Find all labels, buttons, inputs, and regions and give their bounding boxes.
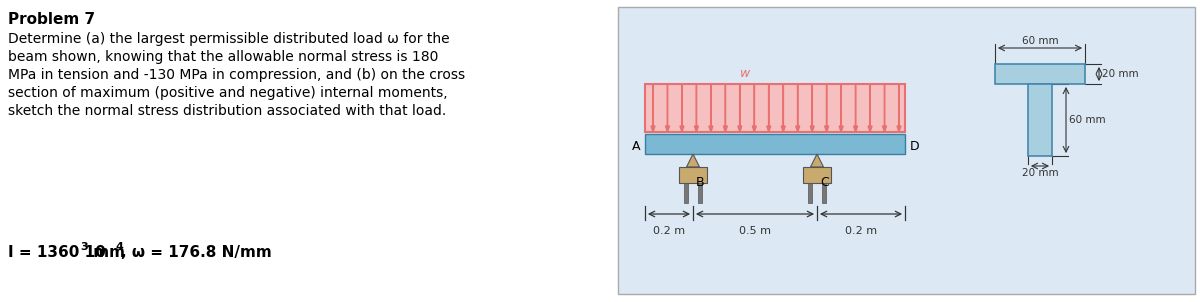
Bar <box>1028 84 1052 156</box>
Text: sketch the normal stress distribution associated with that load.: sketch the normal stress distribution as… <box>8 104 446 118</box>
Bar <box>698 183 702 203</box>
Text: 20 mm: 20 mm <box>1102 69 1139 79</box>
Text: 60 mm: 60 mm <box>1069 115 1105 125</box>
FancyArrow shape <box>796 84 799 132</box>
Text: mm: mm <box>88 245 125 260</box>
FancyArrow shape <box>650 84 655 132</box>
Text: beam shown, knowing that the allowable normal stress is 180: beam shown, knowing that the allowable n… <box>8 50 438 64</box>
Bar <box>679 167 707 183</box>
Text: Problem 7: Problem 7 <box>8 12 95 27</box>
FancyArrow shape <box>738 84 742 132</box>
Bar <box>618 7 1195 294</box>
Polygon shape <box>686 154 700 167</box>
FancyArrow shape <box>853 84 858 132</box>
Text: 4: 4 <box>115 242 122 252</box>
Bar <box>803 167 830 183</box>
Text: 0.2 m: 0.2 m <box>653 226 685 236</box>
FancyArrow shape <box>868 84 872 132</box>
FancyArrow shape <box>839 84 844 132</box>
FancyArrow shape <box>882 84 887 132</box>
Bar <box>646 134 905 154</box>
FancyArrow shape <box>824 84 829 132</box>
Text: section of maximum (positive and negative) internal moments,: section of maximum (positive and negativ… <box>8 86 448 100</box>
FancyArrow shape <box>680 84 684 132</box>
Text: 0.2 m: 0.2 m <box>845 226 877 236</box>
Bar <box>684 183 688 203</box>
Text: , ω = 176.8 N/mm: , ω = 176.8 N/mm <box>121 245 271 260</box>
Polygon shape <box>810 154 823 167</box>
FancyArrow shape <box>752 84 756 132</box>
Text: C: C <box>820 175 829 188</box>
Text: MPa in tension and -130 MPa in compression, and (b) on the cross: MPa in tension and -130 MPa in compressi… <box>8 68 466 82</box>
Bar <box>808 183 812 203</box>
Text: 20 mm: 20 mm <box>1021 168 1058 178</box>
FancyArrow shape <box>695 84 698 132</box>
FancyArrow shape <box>666 84 670 132</box>
Text: 0.5 m: 0.5 m <box>739 226 772 236</box>
Text: A: A <box>631 140 640 153</box>
Text: 60 mm: 60 mm <box>1021 36 1058 46</box>
Text: Determine (a) the largest permissible distributed load ω for the: Determine (a) the largest permissible di… <box>8 32 450 46</box>
FancyArrow shape <box>898 84 901 132</box>
Text: w: w <box>740 67 750 80</box>
Text: 3: 3 <box>80 242 88 252</box>
Bar <box>646 84 905 132</box>
FancyArrow shape <box>767 84 770 132</box>
Text: D: D <box>910 140 919 153</box>
Text: I = 1360 10: I = 1360 10 <box>8 245 106 260</box>
FancyArrow shape <box>724 84 727 132</box>
Bar <box>822 183 826 203</box>
Text: B: B <box>696 175 704 188</box>
Bar <box>995 64 1085 84</box>
FancyArrow shape <box>709 84 713 132</box>
FancyArrow shape <box>781 84 785 132</box>
FancyArrow shape <box>810 84 814 132</box>
